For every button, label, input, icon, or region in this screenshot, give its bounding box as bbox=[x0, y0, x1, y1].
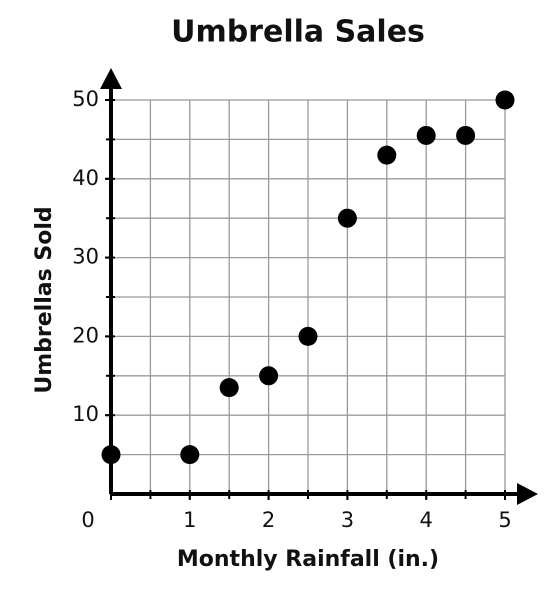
data-point bbox=[495, 90, 515, 110]
x-axis-arrow bbox=[517, 483, 538, 505]
axes: 0 1 2 3 4 5 10 20 30 40 50 bbox=[72, 68, 538, 532]
x-tick-label: 5 bbox=[498, 508, 511, 532]
grid bbox=[111, 99, 506, 494]
data-point bbox=[337, 208, 357, 228]
y-axis-label: Umbrellas Sold bbox=[32, 206, 57, 393]
data-point bbox=[377, 145, 397, 165]
chart-title: Umbrella Sales bbox=[171, 15, 425, 50]
data-point bbox=[416, 125, 436, 145]
x-tick-label: 0 bbox=[81, 508, 94, 532]
y-tick-label: 50 bbox=[72, 87, 99, 111]
data-point bbox=[219, 378, 239, 398]
data-point bbox=[180, 445, 200, 465]
y-tick-label: 20 bbox=[72, 323, 99, 347]
x-tick-label: 1 bbox=[183, 508, 196, 532]
y-tick-label: 10 bbox=[72, 402, 99, 426]
data-point bbox=[456, 125, 476, 145]
x-tick-label: 4 bbox=[420, 508, 433, 532]
y-tick-label: 30 bbox=[72, 245, 99, 269]
data-point bbox=[259, 366, 279, 386]
marks bbox=[101, 90, 515, 465]
data-point bbox=[298, 326, 318, 346]
y-tick-label: 40 bbox=[72, 166, 99, 190]
data-point bbox=[101, 445, 121, 465]
x-tick-label: 3 bbox=[341, 508, 354, 532]
x-tick-label: 2 bbox=[262, 508, 275, 532]
y-axis-arrow bbox=[100, 68, 122, 89]
x-axis-label: Monthly Rainfall (in.) bbox=[177, 547, 439, 572]
